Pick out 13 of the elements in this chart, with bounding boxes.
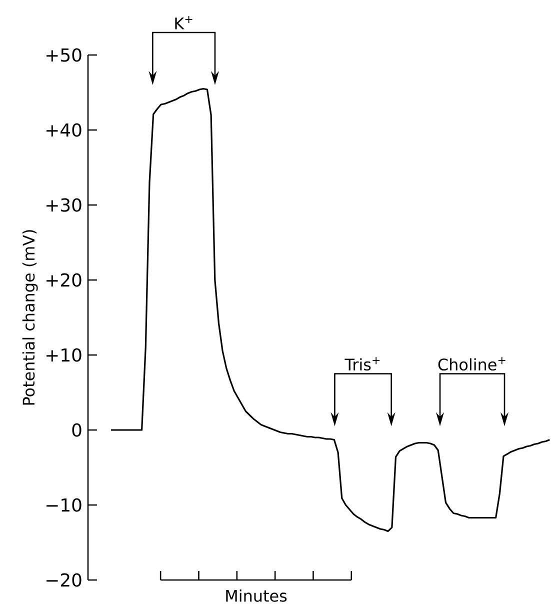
- y-axis-title: Potential change (mV): [22, 230, 38, 405]
- y-tick-label: +40: [46, 123, 82, 137]
- y-tick-label: +50: [46, 48, 82, 62]
- text: K$^{+}$: [175, 16, 192, 30]
- annotation: Tris$^{+}$: [344, 357, 380, 371]
- y-tick-label: 0: [72, 423, 82, 437]
- x-axis-title: Minutes: [226, 589, 287, 602]
- y-tick-label: +20: [46, 273, 82, 287]
- y-tick-label: +30: [46, 198, 82, 212]
- y-tick-label: −20: [46, 573, 82, 587]
- y-tick-label: +10: [46, 348, 82, 362]
- y-tick-label: −10: [46, 498, 82, 512]
- annotation: Choline$^{+}$: [438, 357, 506, 371]
